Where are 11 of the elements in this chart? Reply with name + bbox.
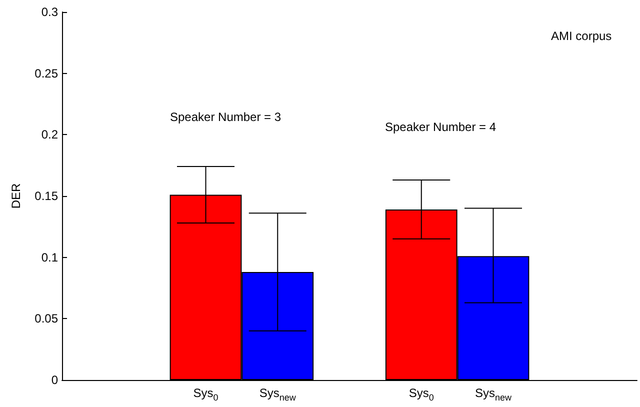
annotation: Speaker Number = 3 <box>170 110 282 124</box>
y-tick-label: 0.25 <box>34 66 58 80</box>
annotation: AMI corpus <box>551 29 612 43</box>
y-tick-label: 0.1 <box>41 250 58 264</box>
annotation: Speaker Number = 4 <box>385 120 496 134</box>
y-tick-label: 0 <box>51 373 58 387</box>
y-tick-label: 0.3 <box>41 5 58 19</box>
y-axis-title: DER <box>9 183 23 209</box>
y-tick-label: 0.05 <box>34 312 58 326</box>
y-tick-label: 0.2 <box>41 128 58 142</box>
y-tick-label: 0.15 <box>34 189 58 203</box>
